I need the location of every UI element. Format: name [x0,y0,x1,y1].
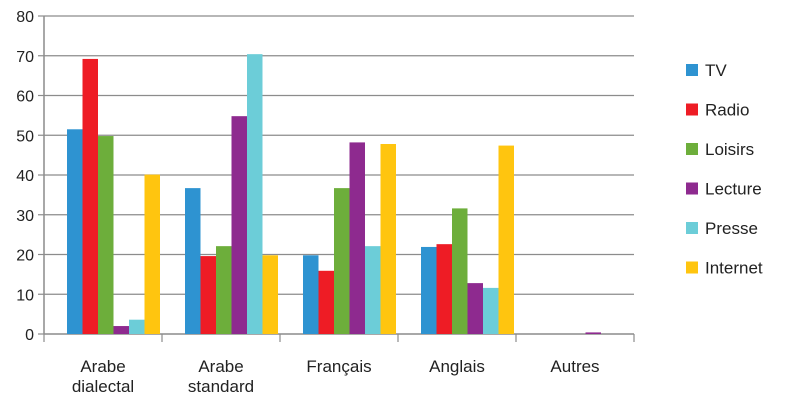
bar-tv-1 [185,188,201,334]
y-tick-label: 80 [16,9,34,26]
bar-lecture-3 [467,283,483,334]
legend-swatch-presse [686,222,698,234]
bar-presse-3 [483,287,499,334]
legend-label-radio: Radio [705,101,749,120]
x-category-label: standard [188,377,254,396]
legend-swatch-tv [686,64,698,76]
bar-loisirs-1 [216,246,232,334]
y-tick-label: 0 [25,327,34,344]
bar-internet-0 [144,174,160,334]
bar-presse-2 [365,246,381,334]
legend-swatch-radio [686,103,698,116]
legend-swatch-internet [686,261,698,274]
bar-loisirs-2 [334,188,350,334]
bar-lecture-1 [231,116,247,334]
legend-label-presse: Presse [705,219,758,238]
legend-label-tv: TV [705,61,727,80]
bar-tv-2 [303,255,319,334]
bar-lecture-0 [113,326,129,334]
y-tick-label: 20 [16,248,34,265]
bar-lecture-2 [349,142,365,334]
legend-label-internet: Internet [705,259,763,278]
bar-presse-0 [129,319,145,334]
x-category-label: Français [306,357,371,376]
bar-internet-2 [380,143,396,334]
bar-lecture-4 [585,332,601,334]
bar-radio-0 [82,58,98,335]
y-tick-label: 50 [16,128,34,145]
bar-radio-1 [200,256,216,334]
legend-label-lecture: Lecture [705,180,762,199]
x-category-label: Anglais [429,357,485,376]
x-category-label: dialectal [72,377,134,396]
y-tick-label: 40 [16,168,34,185]
bar-loisirs-0 [98,136,114,334]
bar-radio-2 [318,270,334,334]
y-tick-label: 70 [16,49,34,66]
legend-label-loisirs: Loisirs [705,140,754,159]
axes: 01020304050607080ArabedialectalArabestan… [16,9,635,396]
gridlines [44,15,634,335]
bar-internet-1 [262,255,278,334]
legend-swatch-lecture [686,182,698,195]
y-tick-label: 30 [16,208,34,225]
bar-presse-1 [247,54,263,334]
bar-tv-3 [421,246,437,334]
y-tick-label: 60 [16,89,34,106]
bar-radio-3 [436,244,452,334]
bar-tv-0 [67,129,83,334]
bar-internet-3 [498,145,514,334]
bars [67,54,601,335]
x-category-label: Arabe [80,357,125,376]
y-tick-label: 10 [16,287,34,304]
bar-loisirs-3 [452,208,468,334]
x-category-label: Arabe [198,357,243,376]
x-category-label: Autres [550,357,599,376]
legend: TV Radio Loisirs Lecture Presse Internet [686,61,763,278]
legend-swatch-loisirs [686,143,698,155]
